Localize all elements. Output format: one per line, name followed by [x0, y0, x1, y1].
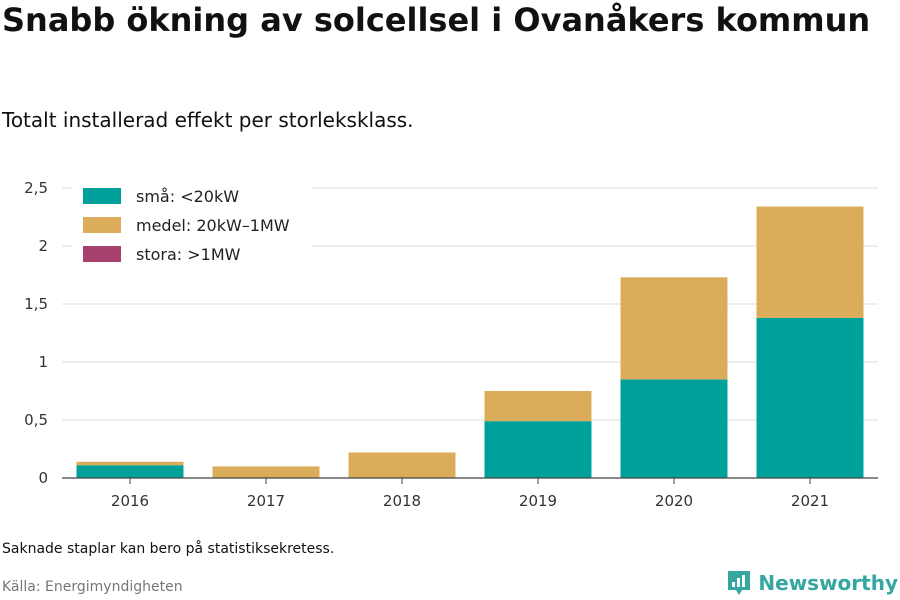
bar-segment	[212, 466, 320, 478]
bar-segment	[756, 317, 864, 478]
legend-swatch	[83, 217, 121, 233]
source-credit: Källa: Energimyndigheten	[2, 579, 183, 595]
legend-label: stora: >1MW	[136, 245, 241, 264]
legend-swatch	[83, 246, 121, 262]
chart-title: Snabb ökning av solcellsel i Ovanåkers k…	[2, 1, 871, 39]
chart-subtitle: Totalt installerad effekt per storlekskl…	[2, 108, 414, 132]
legend-label: små: <20kW	[136, 187, 239, 206]
bar-segment	[484, 391, 592, 422]
newsworthy-logo-icon	[728, 571, 751, 595]
y-tick-label: 0,5	[24, 411, 48, 429]
brand-name: Newsworthy	[758, 571, 898, 595]
bar-segment	[348, 452, 456, 478]
stacked-bar-chart: 0 0,5 1 1,5 2 2,5 2016 2017 2018 2019 2020 2021 små:…	[24, 179, 878, 510]
brand-logo[interactable]: Newsworthy	[726, 568, 898, 598]
y-tick-label: 0	[38, 469, 48, 487]
x-tick-label: 2020	[655, 492, 693, 510]
bar-segment	[756, 206, 864, 318]
x-tick-label: 2019	[519, 492, 557, 510]
y-tick-label: 1	[38, 353, 48, 371]
legend-swatch	[83, 188, 121, 204]
y-tick-label: 1,5	[24, 295, 48, 313]
x-tick-label: 2016	[111, 492, 149, 510]
x-tick-label: 2018	[383, 492, 421, 510]
footnote: Saknade staplar kan bero på statistiksek…	[2, 541, 335, 557]
bar-segment	[76, 461, 184, 466]
bar-segment	[620, 277, 728, 380]
y-tick-label: 2	[38, 237, 48, 255]
legend-label: medel: 20kW–1MW	[136, 216, 290, 235]
bar-segment	[76, 465, 184, 478]
x-tick-label: 2021	[791, 492, 829, 510]
y-tick-label: 2,5	[24, 179, 48, 197]
bar-segment	[484, 421, 592, 478]
x-tick-label: 2017	[247, 492, 285, 510]
bar-segment	[620, 379, 728, 478]
